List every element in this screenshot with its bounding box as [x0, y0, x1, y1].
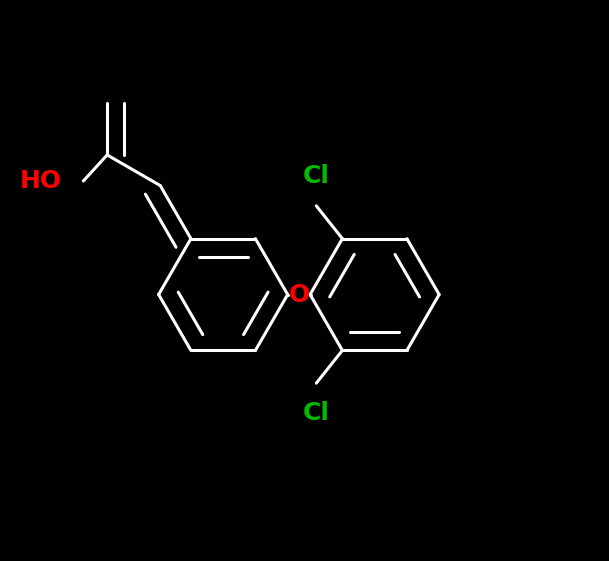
- Text: HO: HO: [20, 169, 62, 193]
- Text: Cl: Cl: [303, 401, 330, 425]
- Text: Cl: Cl: [303, 164, 330, 188]
- Text: O: O: [288, 283, 309, 306]
